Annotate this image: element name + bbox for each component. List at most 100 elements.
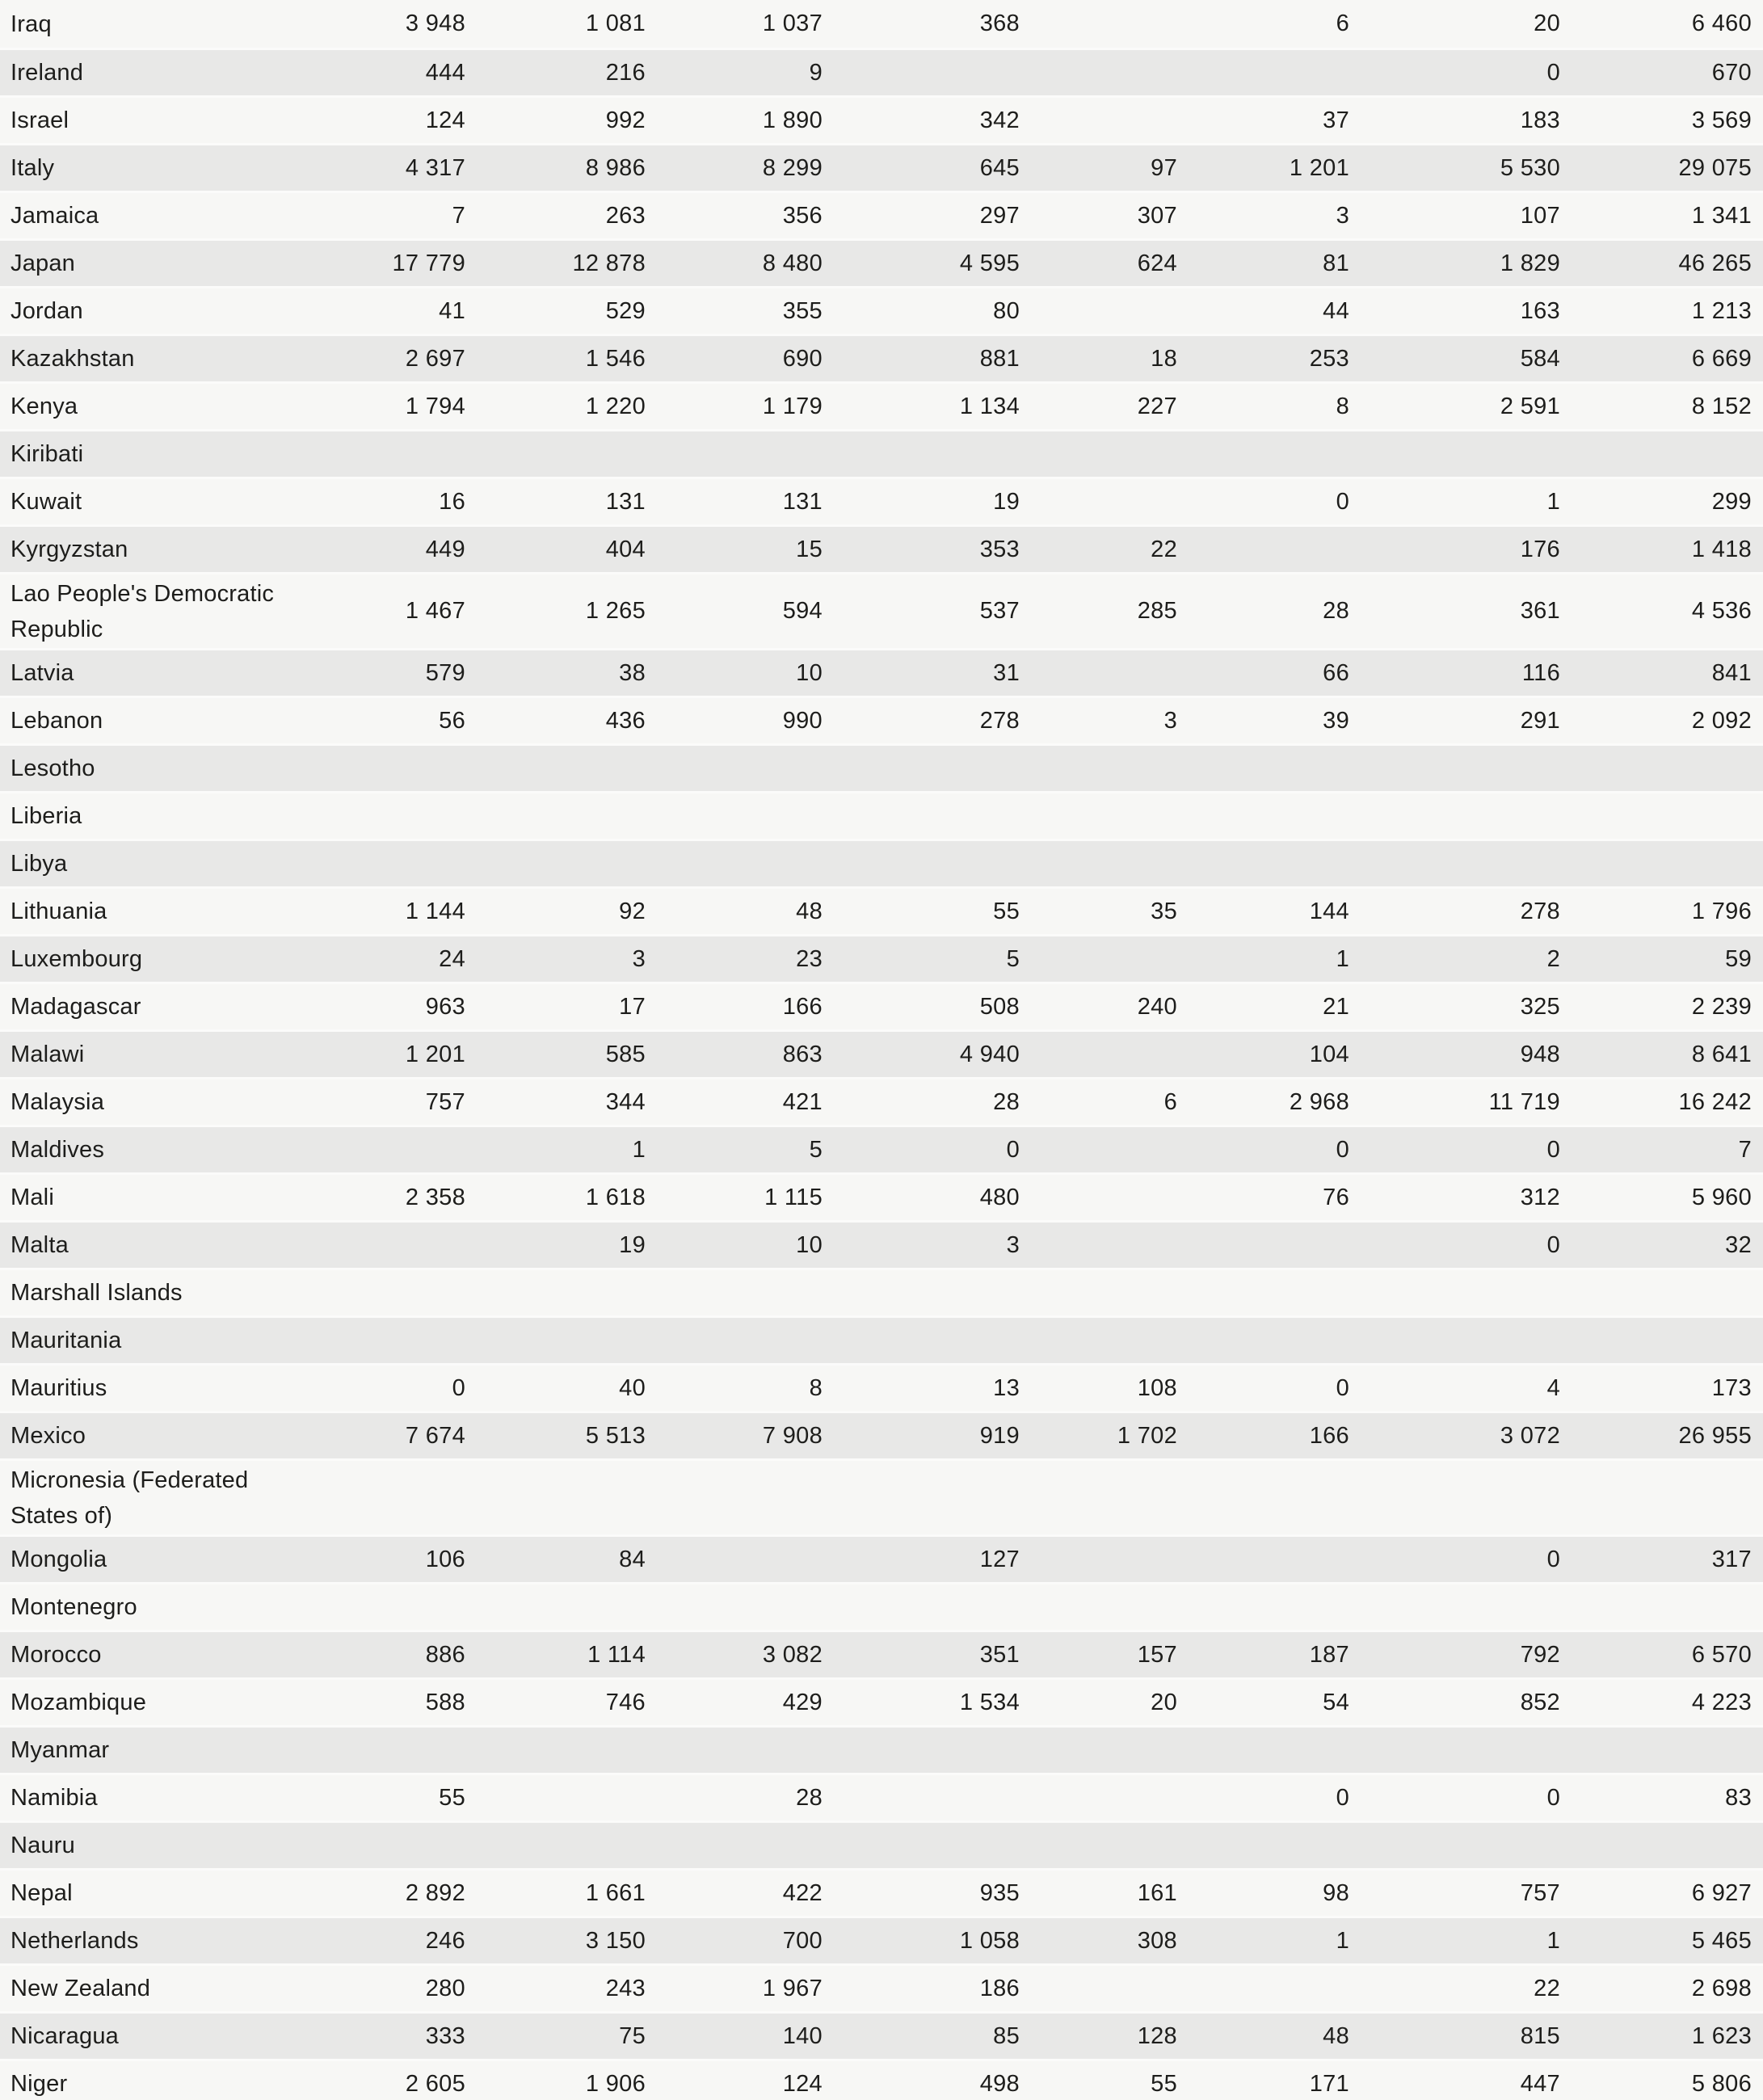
value-cell: 0 xyxy=(1349,48,1560,95)
country-name: Montenegro xyxy=(0,1582,339,1630)
value-cell: 2 697 xyxy=(339,334,465,381)
country-name: Jamaica xyxy=(0,191,339,238)
value-cell: 1 661 xyxy=(465,1868,646,1916)
value-cell: 0 xyxy=(1349,1220,1560,1268)
value-cell xyxy=(465,1725,646,1773)
value-cell xyxy=(1560,743,1763,791)
value-cell xyxy=(1349,429,1560,477)
value-cell: 0 xyxy=(1177,477,1349,524)
table-row: Mauritania xyxy=(0,1315,1763,1363)
value-cell: 1 418 xyxy=(1560,524,1763,572)
value-cell xyxy=(1560,1820,1763,1868)
value-cell: 342 xyxy=(823,95,1020,143)
value-cell: 1 829 xyxy=(1349,238,1560,286)
value-cell: 183 xyxy=(1349,95,1560,143)
value-cell: 29 075 xyxy=(1560,143,1763,191)
country-name: Lithuania xyxy=(0,886,339,934)
value-cell: 0 xyxy=(823,1125,1020,1172)
value-cell: 7 674 xyxy=(339,1411,465,1458)
value-cell xyxy=(339,1315,465,1363)
value-cell: 6 570 xyxy=(1560,1630,1763,1677)
table-row: Mauritius 0 40 8 13 108 0 4 173 xyxy=(0,1363,1763,1411)
value-cell: 44 xyxy=(1177,286,1349,334)
value-cell: 56 xyxy=(339,696,465,743)
value-cell xyxy=(339,1725,465,1773)
table-row: Nauru xyxy=(0,1820,1763,1868)
value-cell xyxy=(339,791,465,839)
value-cell: 585 xyxy=(465,1029,646,1077)
value-cell xyxy=(1020,95,1177,143)
value-cell: 38 xyxy=(465,648,646,696)
value-cell: 131 xyxy=(646,477,823,524)
country-name: Malaysia xyxy=(0,1077,339,1125)
value-cell: 353 xyxy=(823,524,1020,572)
value-cell: 8 986 xyxy=(465,143,646,191)
value-cell: 9 xyxy=(646,48,823,95)
value-cell: 4 xyxy=(1349,1363,1560,1411)
value-cell xyxy=(823,48,1020,95)
value-cell: 80 xyxy=(823,286,1020,334)
value-cell: 356 xyxy=(646,191,823,238)
value-cell: 935 xyxy=(823,1868,1020,1916)
value-cell: 32 xyxy=(1560,1220,1763,1268)
value-cell xyxy=(1177,1820,1349,1868)
value-cell: 0 xyxy=(1349,1125,1560,1172)
value-cell: 24 xyxy=(339,934,465,982)
value-cell: 10 xyxy=(646,1220,823,1268)
value-cell: 187 xyxy=(1177,1630,1349,1677)
value-cell: 19 xyxy=(823,477,1020,524)
value-cell xyxy=(1349,1725,1560,1773)
value-cell: 351 xyxy=(823,1630,1020,1677)
value-cell: 2 092 xyxy=(1560,696,1763,743)
value-cell: 0 xyxy=(1177,1363,1349,1411)
value-cell: 6 927 xyxy=(1560,1868,1763,1916)
value-cell: 963 xyxy=(339,982,465,1029)
value-cell: 98 xyxy=(1177,1868,1349,1916)
value-cell xyxy=(1020,1534,1177,1582)
value-cell: 1 702 xyxy=(1020,1411,1177,1458)
table-row: Kiribati xyxy=(0,429,1763,477)
value-cell: 588 xyxy=(339,1677,465,1725)
value-cell xyxy=(823,1773,1020,1820)
value-cell: 291 xyxy=(1349,696,1560,743)
country-name: Kenya xyxy=(0,381,339,429)
value-cell xyxy=(646,743,823,791)
value-cell xyxy=(1177,1534,1349,1582)
country-name: Liberia xyxy=(0,791,339,839)
value-cell xyxy=(823,1725,1020,1773)
value-cell: 1 179 xyxy=(646,381,823,429)
value-cell: 166 xyxy=(646,982,823,1029)
value-cell xyxy=(646,1582,823,1630)
country-name: Israel xyxy=(0,95,339,143)
value-cell: 852 xyxy=(1349,1677,1560,1725)
value-cell xyxy=(1020,1220,1177,1268)
table-row: Lao People's Democratic Republic 1 467 1 2… xyxy=(0,572,1763,648)
value-cell: 1 623 xyxy=(1560,2011,1763,2059)
value-cell: 3 082 xyxy=(646,1630,823,1677)
value-cell: 278 xyxy=(1349,886,1560,934)
value-cell: 22 xyxy=(1349,1963,1560,2011)
table-row: Israel 124 992 1 890 342 37 183 3 569 xyxy=(0,95,1763,143)
value-cell xyxy=(823,1458,1020,1534)
value-cell xyxy=(1560,1315,1763,1363)
value-cell: 5 xyxy=(823,934,1020,982)
value-cell: 449 xyxy=(339,524,465,572)
value-cell xyxy=(1560,1458,1763,1534)
country-name: Myanmar xyxy=(0,1725,339,1773)
value-cell: 5 513 xyxy=(465,1411,646,1458)
value-cell: 3 948 xyxy=(405,11,465,36)
table-row: Lithuania 1 144 92 48 55 35 144 278 1 796 xyxy=(0,886,1763,934)
value-cell: 757 xyxy=(339,1077,465,1125)
country-name: Lebanon xyxy=(0,696,339,743)
table-row: Kyrgyzstan 449 404 15 353 22 176 1 418 xyxy=(0,524,1763,572)
value-cell xyxy=(1560,1725,1763,1773)
value-cell xyxy=(1560,1582,1763,1630)
value-cell: 670 xyxy=(1560,48,1763,95)
value-cell xyxy=(339,743,465,791)
value-cell: 8 480 xyxy=(646,238,823,286)
value-cell: 41 xyxy=(339,286,465,334)
value-cell xyxy=(1349,1820,1560,1868)
value-cell: 11 719 xyxy=(1349,1077,1560,1125)
table-row: Malawi 1 201 585 863 4 940 104 948 8 641 xyxy=(0,1029,1763,1077)
